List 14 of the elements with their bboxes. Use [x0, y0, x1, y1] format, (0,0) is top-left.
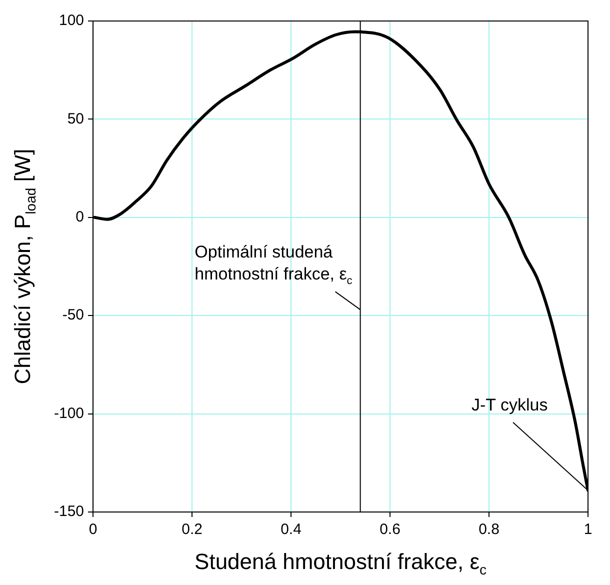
y-tick-label: -150 — [54, 503, 84, 520]
x-tick-label: 0 — [88, 521, 98, 538]
x-tick-label: 0.8 — [478, 521, 500, 538]
x-tick-label: 0.4 — [280, 521, 302, 538]
y-tick-label: 50 — [67, 110, 84, 128]
y-tick-label: 100 — [58, 12, 84, 30]
y-tick-label: -50 — [62, 306, 84, 324]
x-tick-label: 0.6 — [380, 521, 400, 538]
y-tick-label: -100 — [54, 404, 84, 422]
y-tick-label: 0 — [76, 208, 84, 226]
annotation: J-T cyklus — [472, 395, 548, 414]
x-tick-label: 1 — [584, 521, 592, 538]
x-tick-label: 0.2 — [182, 521, 202, 538]
y-axis-title: Chladicí výkon, Pload [W] — [10, 148, 38, 384]
